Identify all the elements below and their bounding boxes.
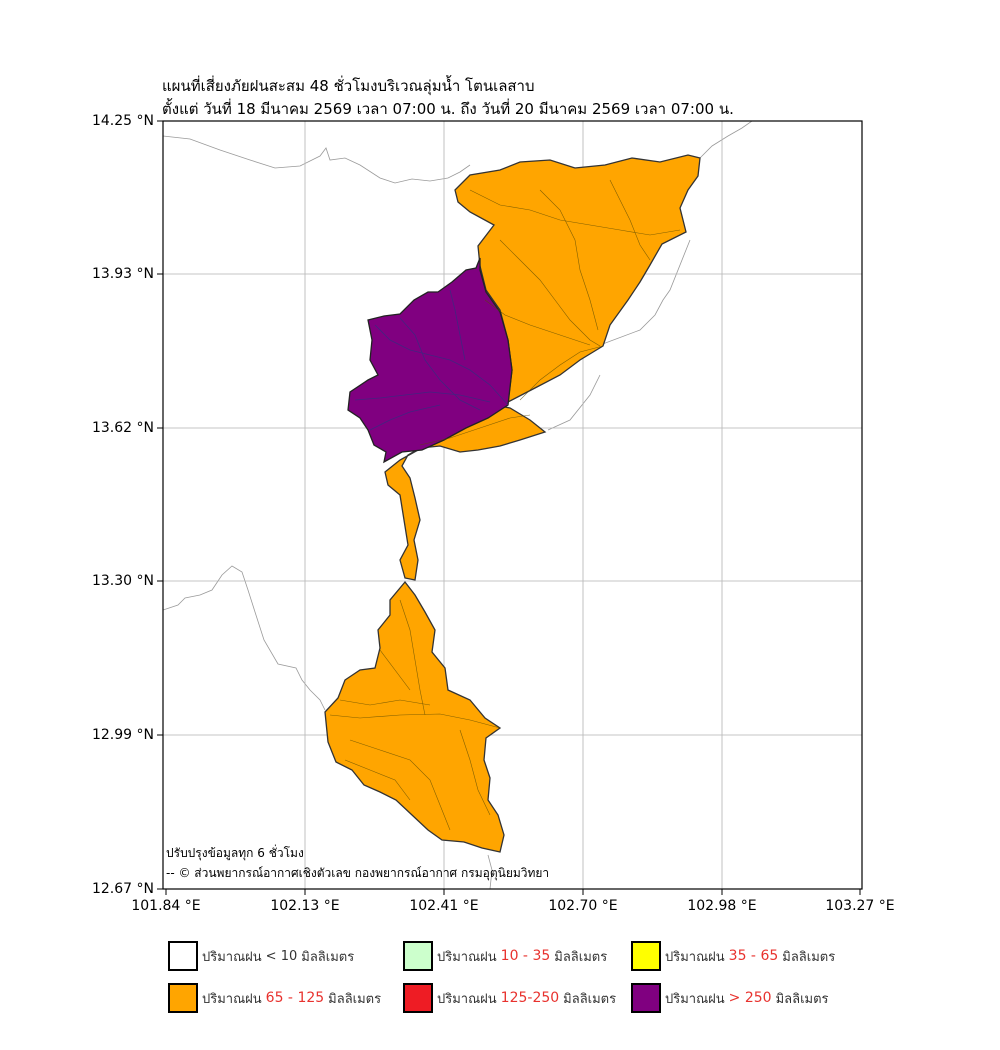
- legend-range: 65 - 125: [265, 990, 325, 1006]
- basin-channel-orange: [384, 404, 547, 581]
- legend-prefix: ปริมาณฝน: [665, 949, 725, 965]
- legend-unit: มิลลิเมตร: [554, 949, 608, 965]
- legend-range: < 10: [265, 948, 298, 964]
- map-frame: [162, 120, 863, 890]
- legend-item: ปริมาณฝน 10 - 35 มิลลิเมตร: [403, 940, 607, 972]
- legend-unit: มิลลิเมตร: [328, 991, 382, 1007]
- legend-range: > 250: [728, 990, 772, 1006]
- legend-prefix: ปริมาณฝน: [437, 949, 497, 965]
- legend-prefix: ปริมาณฝน: [202, 949, 262, 965]
- legend-swatch: [631, 983, 661, 1013]
- legend-item: ปริมาณฝน < 10 มิลลิเมตร: [168, 940, 354, 972]
- legend-swatch: [168, 941, 198, 971]
- legend-prefix: ปริมาณฝน: [202, 991, 262, 1007]
- admin-borders: [163, 121, 753, 889]
- x-tick-label: 101.84 °E: [131, 898, 201, 914]
- legend-item: ปริมาณฝน 125-250 มิลลิเมตร: [403, 982, 616, 1014]
- legend-prefix: ปริมาณฝน: [665, 991, 725, 1007]
- axis-ticks: [157, 120, 861, 895]
- y-tick-label: 13.93 °N: [91, 266, 154, 282]
- y-tick-label: 13.62 °N: [91, 420, 154, 436]
- legend-unit: มิลลิเมตร: [782, 949, 836, 965]
- legend-prefix: ปริมาณฝน: [437, 991, 497, 1007]
- legend-swatch: [403, 941, 433, 971]
- update-note: ปรับปรุงข้อมูลทุก 6 ชั่วโมง: [166, 846, 304, 860]
- basin-north-orange: [454, 154, 701, 404]
- x-tick-label: 102.41 °E: [409, 898, 479, 914]
- legend-unit: มิลลิเมตร: [775, 991, 829, 1007]
- legend-unit: มิลลิเมตร: [563, 991, 617, 1007]
- legend-range: 125-250: [500, 990, 560, 1006]
- stream-network: [329, 179, 681, 831]
- map-title-line-2: ตั้งแต่ วันที่ 18 มีนาคม 2569 เวลา 07:00…: [162, 100, 734, 118]
- y-tick-label: 12.99 °N: [91, 727, 154, 743]
- x-tick-label: 102.13 °E: [270, 898, 340, 914]
- x-tick-label: 102.70 °E: [548, 898, 618, 914]
- basin-purple: [347, 257, 513, 464]
- map-title-line-1: แผนที่เสี่ยงภัยฝนสะสม 48 ชั่วโมงบริเวณลุ…: [162, 77, 535, 95]
- legend-item: ปริมาณฝน 35 - 65 มิลลิเมตร: [631, 940, 835, 972]
- credit-note: -- © ส่วนพยากรณ์อากาศเชิงตัวเลข กองพยากร…: [166, 866, 550, 880]
- y-tick-label: 13.30 °N: [91, 573, 154, 589]
- legend-swatch: [403, 983, 433, 1013]
- stream-network-purple: [354, 289, 509, 431]
- y-tick-label: 12.67 °N: [91, 881, 154, 897]
- legend-item: ปริมาณฝน > 250 มิลลิเมตร: [631, 982, 829, 1014]
- legend-range: 35 - 65: [728, 948, 779, 964]
- legend-range: 10 - 35: [500, 948, 551, 964]
- legend-swatch: [631, 941, 661, 971]
- legend-unit: มิลลิเมตร: [301, 949, 355, 965]
- x-tick-label: 102.98 °E: [687, 898, 757, 914]
- legend-item: ปริมาณฝน 65 - 125 มิลลิเมตร: [168, 982, 381, 1014]
- basin-south-orange: [324, 580, 505, 853]
- x-tick-label: 103.27 °E: [825, 898, 895, 914]
- y-tick-label: 14.25 °N: [91, 113, 154, 129]
- legend-swatch: [168, 983, 198, 1013]
